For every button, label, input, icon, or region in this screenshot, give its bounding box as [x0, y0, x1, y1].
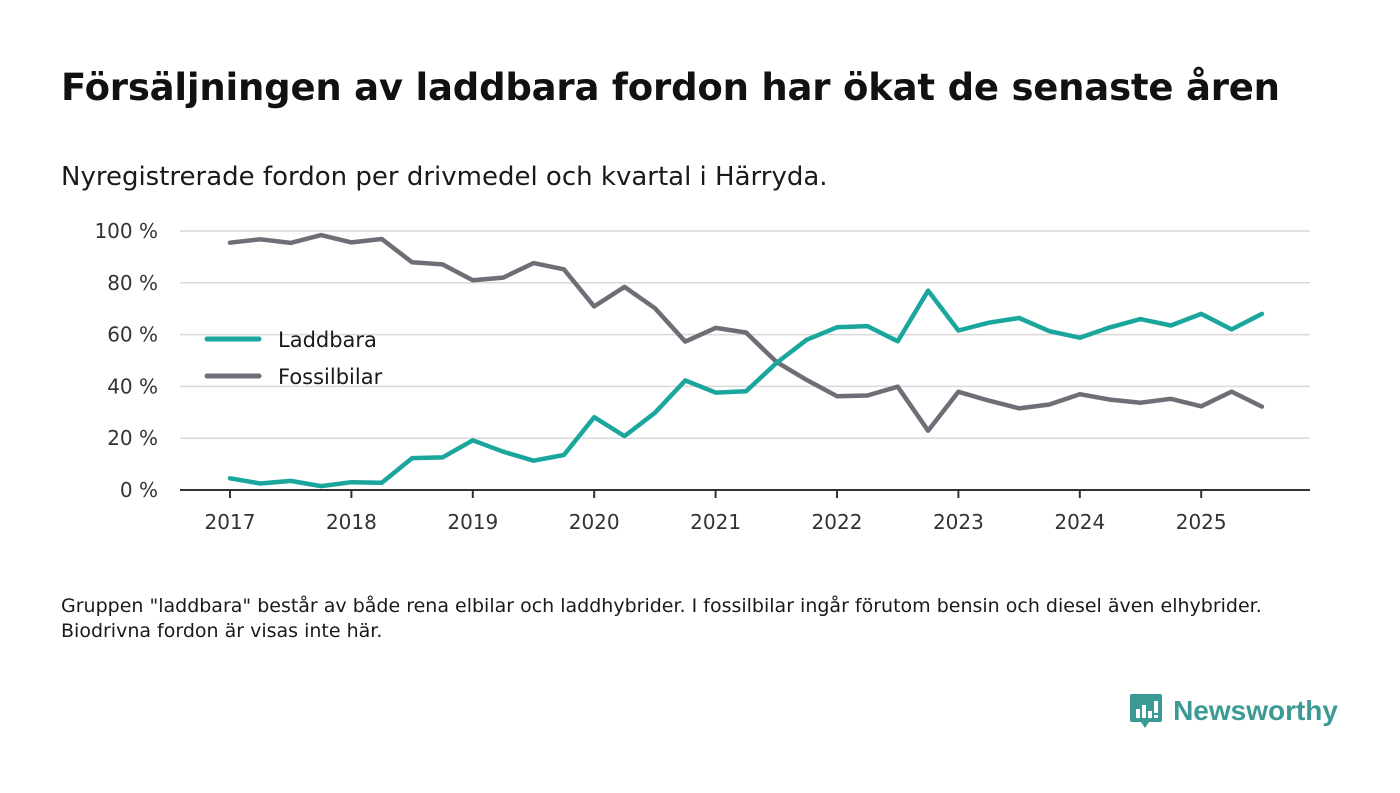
y-tick-label: 20 % — [107, 426, 158, 450]
newsworthy-logo-icon — [1130, 694, 1163, 728]
y-axis-labels: 0 % 20 % 40 % 60 % 80 % 100 % — [94, 219, 158, 502]
x-tick-label: 2017 — [205, 510, 256, 534]
legend-label-fossilbilar: Fossilbilar — [278, 365, 383, 389]
brand-logo[interactable]: Newsworthy — [1129, 692, 1338, 730]
series-lines — [227, 232, 1265, 489]
x-tick-label: 2020 — [569, 510, 620, 534]
y-tick-label: 0 % — [120, 478, 158, 502]
legend: Laddbara Fossilbilar — [204, 328, 383, 389]
x-tick-label: 2025 — [1176, 510, 1227, 534]
x-tick-label: 2021 — [690, 510, 741, 534]
x-axis-labels: 2017 2018 2019 2020 2021 2022 2023 2024 2025 — [205, 510, 1227, 534]
x-tick-label: 2022 — [812, 510, 863, 534]
x-tick-label: 2023 — [933, 510, 984, 534]
x-tick-label: 2019 — [447, 510, 498, 534]
footnote: Gruppen "laddbara" består av både rena e… — [61, 595, 1262, 642]
series-line-fossilbilar — [227, 232, 1265, 433]
x-axis — [180, 489, 1310, 498]
y-tick-label: 60 % — [107, 323, 158, 347]
y-tick-label: 40 % — [107, 374, 158, 398]
chart-subtitle: Nyregistrerade fordon per drivmedel och … — [61, 162, 828, 192]
x-tick-label: 2018 — [326, 510, 377, 534]
x-tick-label: 2024 — [1054, 510, 1105, 534]
line-chart: 0 % 20 % 40 % 60 % 80 % 100 % 2017 2018 2019 202… — [94, 219, 1310, 534]
series-line-laddbara — [227, 288, 1265, 489]
legend-label-laddbara: Laddbara — [278, 328, 377, 352]
y-tick-label: 80 % — [107, 271, 158, 295]
y-tick-label: 100 % — [94, 219, 158, 243]
brand-name: Newsworthy — [1173, 695, 1338, 726]
chart-title: Försäljningen av laddbara fordon har öka… — [61, 66, 1280, 109]
